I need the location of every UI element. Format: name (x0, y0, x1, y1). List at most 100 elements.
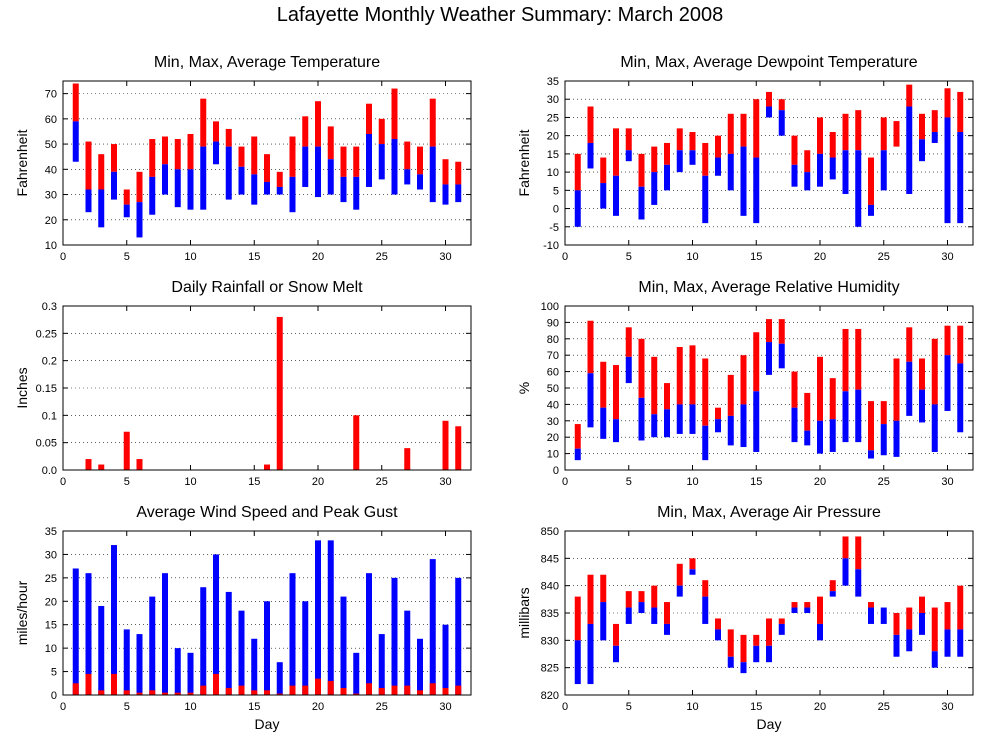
avg-min-bar (868, 450, 874, 459)
avg-min-bar (600, 602, 607, 641)
avg-wind-bar (72, 683, 79, 695)
max-avg-bar (404, 141, 411, 170)
y-axis-label: Fahrenheit (516, 129, 532, 196)
y-tick-label: 25 (547, 112, 559, 124)
y-tick-label: 25 (45, 573, 57, 585)
y-tick-label: 100 (541, 301, 559, 313)
avg-wind-bar (136, 692, 143, 695)
chart-title: Min, Max, Average Relative Humidity (638, 279, 899, 296)
x-tick-label: 25 (376, 701, 388, 713)
max-avg-bar (289, 136, 296, 177)
gust-bar (98, 605, 105, 695)
avg-min-bar (727, 656, 734, 668)
max-avg-bar (855, 110, 862, 151)
avg-min-bar (276, 186, 283, 195)
avg-wind-bar (289, 685, 296, 695)
avg-min-bar (727, 415, 734, 446)
avg-min-bar (689, 150, 696, 165)
avg-min-bar (931, 132, 938, 143)
avg-min-bar (855, 150, 862, 227)
x-tick-label: 30 (941, 701, 953, 713)
y-tick-label: 10 (45, 643, 57, 655)
max-avg-bar (906, 84, 913, 107)
max-avg-bar (791, 602, 798, 608)
avg-wind-bar (187, 692, 194, 695)
max-avg-bar (702, 142, 709, 176)
y-tick-label: 15 (547, 149, 559, 161)
avg-wind-bar (391, 685, 398, 695)
avg-min-bar (613, 645, 619, 663)
max-avg-bar (778, 618, 785, 624)
max-avg-bar (651, 146, 658, 173)
y-tick-label: 70 (45, 89, 57, 101)
max-avg-bar (625, 327, 632, 357)
rain-bar (123, 431, 130, 470)
max-avg-bar (574, 596, 581, 641)
max-avg-bar (251, 136, 258, 175)
avg-min-bar (366, 133, 372, 187)
max-avg-bar (791, 135, 798, 165)
avg-min-bar (804, 172, 811, 191)
avg-wind-bar (98, 690, 105, 695)
x-tick-label: 30 (439, 476, 451, 488)
avg-min-bar (906, 629, 913, 652)
avg-min-bar (804, 430, 811, 446)
gust-bar (123, 629, 130, 695)
gust-bar (417, 638, 423, 695)
max-avg-bar (919, 113, 925, 140)
y-tick-label: 0.0 (42, 465, 57, 477)
x-tick-label: 20 (814, 701, 826, 713)
plot-frame (564, 80, 974, 246)
y-tick-label: 0 (553, 204, 559, 216)
avg-min-bar (587, 373, 594, 428)
max-avg-bar (638, 591, 645, 603)
gust-bar (366, 573, 372, 695)
plot-frame (62, 530, 472, 696)
max-avg-bar (200, 98, 207, 147)
avg-min-bar (625, 607, 632, 624)
x-tick-label: 15 (248, 476, 260, 488)
y-tick-label: 50 (547, 383, 559, 395)
y-tick-label: 35 (45, 526, 57, 538)
avg-min-bar (702, 175, 709, 224)
max-avg-bar (315, 101, 321, 147)
avg-min-bar (429, 146, 436, 203)
max-avg-bar (638, 338, 645, 398)
x-tick-label: 5 (124, 251, 130, 263)
max-avg-bar (804, 602, 811, 608)
max-avg-bar (893, 613, 900, 635)
avg-min-bar (664, 409, 670, 438)
avg-wind-bar (353, 693, 360, 695)
max-avg-bar (868, 602, 874, 608)
gust-bar (391, 577, 398, 695)
gust-bar (442, 624, 449, 695)
max-avg-bar (880, 401, 887, 425)
x-tick-label: 10 (184, 251, 196, 263)
avg-min-bar (238, 166, 245, 195)
max-avg-bar (753, 332, 760, 392)
avg-min-bar (753, 645, 760, 663)
max-avg-bar (213, 121, 219, 142)
avg-wind-bar (366, 683, 372, 695)
avg-wind-bar (213, 673, 219, 695)
y-tick-label: 20 (547, 432, 559, 444)
max-avg-bar (625, 591, 632, 608)
avg-min-bar (740, 404, 747, 448)
avg-min-bar (919, 139, 925, 162)
max-avg-bar (766, 618, 772, 646)
max-avg-bar (766, 319, 772, 343)
avg-min-bar (149, 176, 156, 215)
avg-min-bar (880, 607, 887, 624)
avg-min-bar (804, 607, 811, 613)
y-tick-label: 60 (547, 367, 559, 379)
avg-min-bar (353, 176, 360, 210)
chart-title: Min, Max, Average Air Pressure (657, 504, 881, 521)
max-avg-bar (944, 602, 951, 630)
avg-min-bar (162, 164, 168, 195)
x-tick-label: 0 (60, 701, 66, 713)
gust-bar (302, 601, 309, 695)
max-avg-bar (638, 153, 645, 187)
x-tick-label: 10 (686, 476, 698, 488)
x-tick-label: 10 (184, 701, 196, 713)
avg-min-bar (587, 142, 594, 169)
